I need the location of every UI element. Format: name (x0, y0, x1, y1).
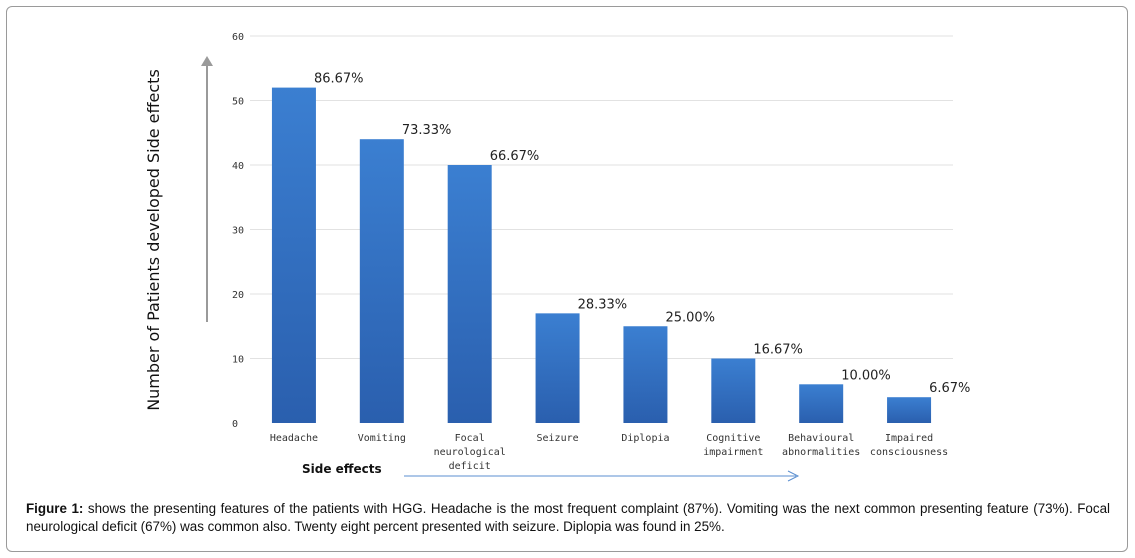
x-tick-label-line: Focal (455, 433, 485, 444)
bar (711, 358, 756, 423)
data-labels: 86.67% 73.33% 66.67% 28.33% 25.00% 16.67% 10.0… (314, 72, 970, 397)
bar (887, 397, 932, 423)
x-tick-label-line: impairment (703, 447, 763, 458)
figure-caption: Figure 1: shows the presenting features … (26, 500, 1110, 536)
x-axis-arrow-head (787, 470, 800, 482)
caption-label: Figure 1: (26, 501, 84, 516)
data-label: 6.67% (929, 381, 970, 396)
x-tick-label-line: Vomiting (358, 433, 406, 444)
x-tick-label: Seizure (536, 433, 578, 444)
bar (447, 165, 492, 423)
x-tick-label-line: Diplopia (621, 433, 669, 444)
x-tick-label-line: consciousness (870, 447, 948, 458)
x-tick-label-line: Impaired (885, 433, 933, 444)
x-tick-labels: Headache Vomiting Focal neurological deficit… (270, 433, 948, 472)
caption-text: shows the presenting features of the pat… (26, 501, 1110, 534)
x-tick-label-line: Seizure (536, 433, 578, 444)
x-tick-label: Headache (270, 433, 318, 444)
x-tick-label: Vomiting (358, 433, 406, 444)
figure-frame (6, 6, 1128, 552)
x-tick-label-line: neurological (434, 447, 506, 458)
bar (799, 384, 844, 423)
data-label: 16.67% (753, 343, 803, 358)
x-tick-label: Focal neurological deficit (434, 433, 506, 472)
y-axis-label: Number of Patients developed Side effect… (144, 69, 163, 411)
data-label: 25.00% (665, 310, 715, 325)
bar (535, 313, 580, 423)
y-tick-label: 10 (232, 355, 244, 366)
x-tick-label: Impaired consciousness (870, 433, 948, 458)
x-tick-label-line: Headache (270, 433, 318, 444)
bar (271, 87, 316, 423)
bar (623, 326, 668, 423)
y-tick-label: 30 (232, 226, 244, 237)
y-tick-label: 20 (232, 290, 244, 301)
x-tick-label-line: abnormalities (782, 447, 860, 458)
bars (271, 87, 932, 423)
x-tick-label: Cognitive impairment (703, 433, 763, 458)
y-tick-label: 0 (232, 419, 238, 430)
y-tick-labels: 0 10 20 30 40 50 60 (232, 32, 244, 430)
bar-chart: 0 10 20 30 40 50 60 86.67% 73.33% 66.67% 28.33% 25… (144, 32, 970, 482)
y-axis-arrow-head (201, 56, 213, 66)
data-label: 73.33% (402, 123, 452, 138)
y-tick-label: 40 (232, 161, 244, 172)
data-label: 28.33% (578, 297, 628, 312)
x-axis-label: Side effects (302, 462, 382, 476)
y-tick-label: 60 (232, 32, 244, 43)
bar (359, 139, 404, 423)
data-label: 66.67% (490, 149, 540, 164)
x-tick-label: Behavioural abnormalities (782, 433, 860, 458)
data-label: 10.00% (841, 368, 891, 383)
x-tick-label-line: Behavioural (788, 433, 854, 444)
x-tick-label-line: Cognitive (706, 433, 760, 444)
y-tick-label: 50 (232, 97, 244, 108)
data-label: 86.67% (314, 72, 364, 87)
x-tick-label: Diplopia (621, 433, 669, 444)
x-tick-label-line: deficit (449, 461, 491, 472)
